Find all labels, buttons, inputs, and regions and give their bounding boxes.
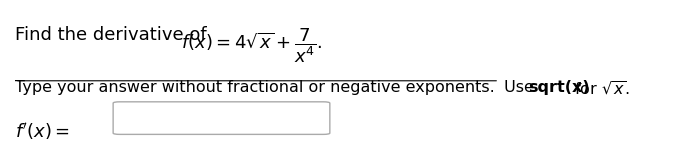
Text: $f'(x) =$: $f'(x) =$ bbox=[15, 121, 70, 142]
Text: Find the derivative of: Find the derivative of bbox=[15, 26, 212, 44]
FancyBboxPatch shape bbox=[113, 102, 330, 134]
Text: sqrt(x): sqrt(x) bbox=[528, 80, 590, 95]
Text: Use: Use bbox=[499, 80, 539, 95]
Text: for $\sqrt{x}.$: for $\sqrt{x}.$ bbox=[569, 80, 630, 98]
Text: Type your answer without fractional or negative exponents.: Type your answer without fractional or n… bbox=[15, 80, 494, 95]
Text: $f(x) = 4\sqrt{x} + \dfrac{7}{x^4}.$: $f(x) = 4\sqrt{x} + \dfrac{7}{x^4}.$ bbox=[181, 26, 322, 65]
